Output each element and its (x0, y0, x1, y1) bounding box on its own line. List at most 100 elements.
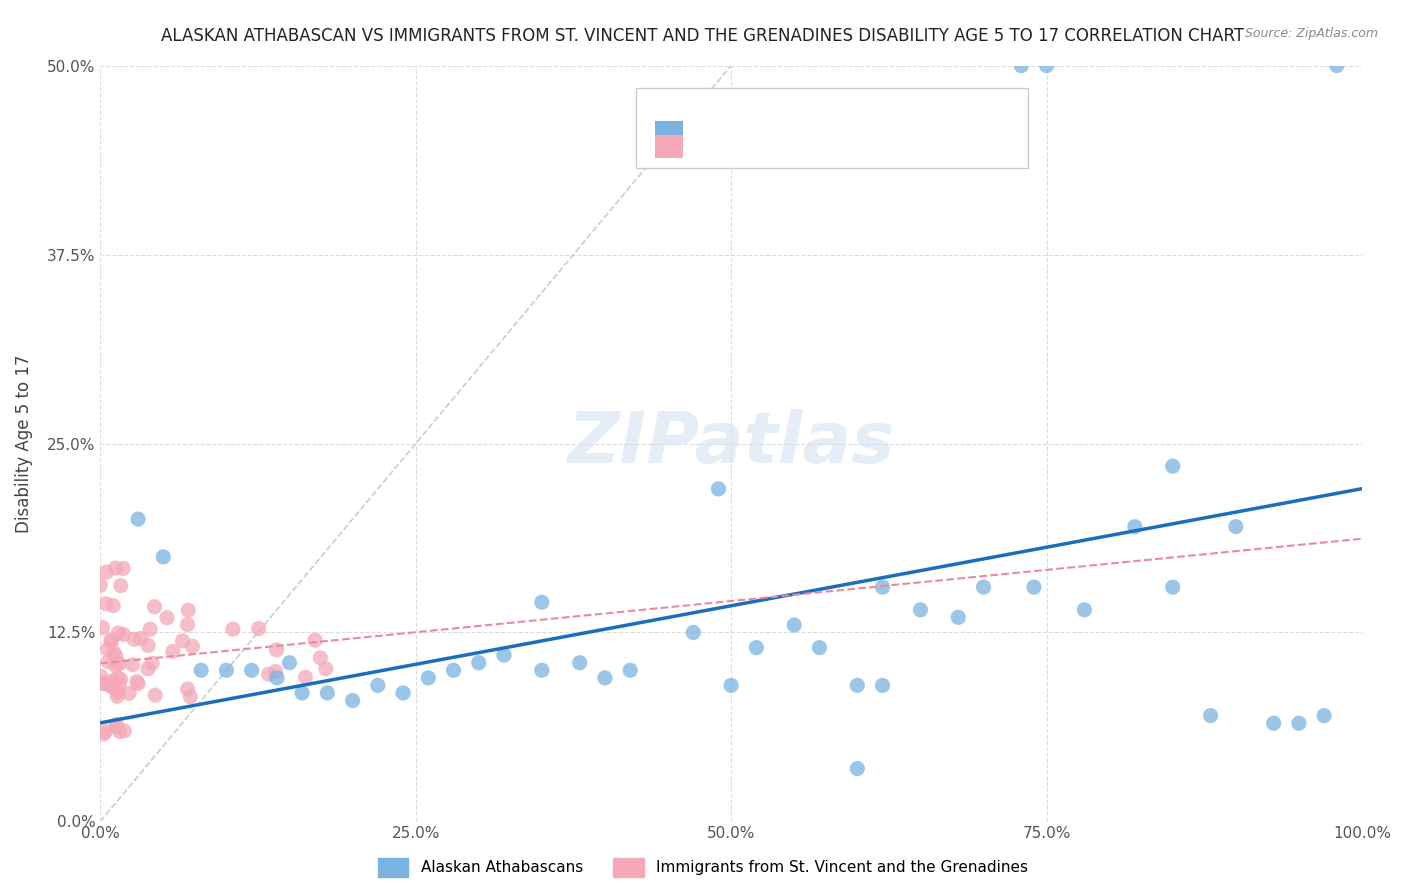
Point (593, 671, 616, 685)
Point (181, 640, 204, 654)
Point (278, 656, 301, 670)
Point (846, 678, 869, 692)
Point (176, 682, 198, 697)
Point (530, 595, 553, 609)
Point (177, 603, 200, 617)
Point (367, 678, 389, 692)
Point (112, 723, 135, 738)
Text: ZIPatlas: ZIPatlas (568, 409, 894, 478)
Point (1123, 519, 1146, 533)
Point (107, 626, 129, 640)
Point (105, 717, 128, 731)
Point (143, 688, 166, 702)
Point (105, 720, 128, 734)
Point (872, 580, 894, 594)
Point (315, 662, 337, 676)
Point (418, 671, 440, 685)
Point (112, 561, 135, 575)
Point (1199, 708, 1222, 723)
Point (808, 640, 831, 655)
Point (103, 645, 125, 659)
Point (1263, 716, 1285, 731)
Point (108, 657, 131, 671)
Point (107, 671, 129, 685)
Point (846, 762, 869, 776)
Point (93, 727, 115, 741)
Point (972, 580, 994, 594)
Point (190, 663, 212, 677)
Point (129, 632, 152, 646)
Point (316, 686, 339, 700)
Point (172, 634, 194, 648)
Point (264, 665, 287, 679)
Point (89, 578, 111, 592)
Point (136, 639, 159, 653)
Point (215, 663, 238, 677)
Point (257, 667, 280, 681)
Point (127, 512, 149, 526)
Point (240, 663, 263, 677)
Point (783, 618, 806, 632)
Point (492, 648, 515, 662)
Point (222, 622, 245, 636)
Point (162, 644, 184, 658)
Point (1288, 716, 1310, 731)
Point (392, 686, 415, 700)
Point (530, 663, 553, 677)
Point (1010, 59, 1032, 73)
Legend: Alaskan Athabascans, Immigrants from St. Vincent and the Grenadines: Alaskan Athabascans, Immigrants from St.… (370, 850, 1036, 884)
Point (110, 579, 132, 593)
Point (97, 655, 120, 669)
Text: R =  0.151   N = 64: R = 0.151 N = 64 (662, 131, 824, 149)
Point (101, 673, 124, 688)
FancyBboxPatch shape (655, 120, 683, 144)
Point (118, 686, 141, 700)
Point (266, 643, 288, 657)
Point (94, 597, 117, 611)
Point (136, 662, 159, 676)
Point (872, 678, 894, 692)
Point (108, 678, 131, 692)
Point (91, 621, 114, 635)
Point (105, 690, 128, 704)
Point (1225, 519, 1247, 533)
Point (93, 676, 115, 690)
Point (141, 657, 163, 671)
Point (910, 603, 932, 617)
Point (96, 565, 118, 579)
Point (720, 678, 742, 692)
Point (112, 627, 135, 641)
Point (152, 549, 174, 564)
Point (91, 676, 114, 690)
Point (94, 724, 117, 739)
Text: ALASKAN ATHABASCAN VS IMMIGRANTS FROM ST. VINCENT AND THE GRENADINES DISABILITY : ALASKAN ATHABASCAN VS IMMIGRANTS FROM ST… (162, 27, 1244, 45)
Point (97, 642, 120, 657)
Point (156, 611, 179, 625)
Point (122, 632, 145, 647)
Point (108, 724, 131, 739)
Point (1161, 459, 1184, 474)
Point (107, 686, 129, 700)
Point (619, 663, 641, 677)
Point (1161, 580, 1184, 594)
Point (1326, 59, 1348, 73)
Point (98, 679, 121, 693)
Point (1022, 580, 1045, 594)
Point (1073, 603, 1095, 617)
Point (1313, 708, 1336, 723)
Y-axis label: Disability Age 5 to 17: Disability Age 5 to 17 (15, 354, 32, 533)
Text: R =  0.428   N = 47: R = 0.428 N = 47 (662, 101, 824, 119)
Point (90, 669, 112, 683)
Point (104, 648, 127, 663)
Point (468, 656, 491, 670)
Point (568, 656, 591, 670)
Point (104, 658, 127, 673)
Point (176, 617, 198, 632)
Point (103, 681, 125, 695)
Point (247, 622, 270, 636)
Point (110, 672, 132, 686)
Point (682, 625, 704, 640)
Point (342, 693, 364, 707)
Point (291, 686, 314, 700)
Point (294, 670, 316, 684)
